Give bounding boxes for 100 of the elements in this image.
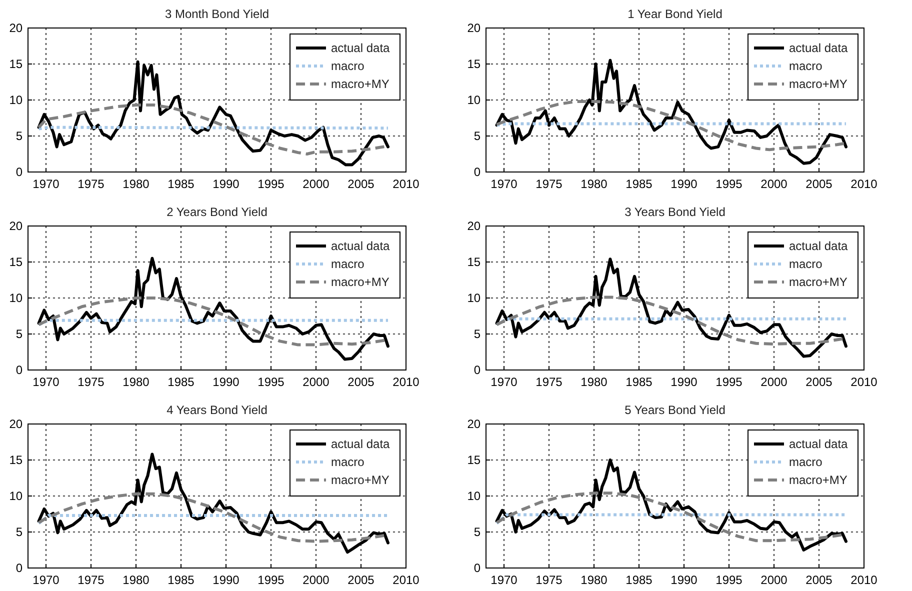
y-tick-label: 20 (9, 20, 23, 35)
y-tick-label: 5 (474, 128, 481, 143)
legend-label: actual data (789, 41, 848, 55)
x-tick-label: 2005 (806, 375, 833, 390)
legend-label: macro (331, 455, 365, 469)
x-tick-label: 2000 (760, 573, 788, 588)
y-tick-label: 5 (16, 524, 23, 539)
x-tick-label: 1970 (32, 375, 60, 390)
y-tick-label: 0 (16, 164, 23, 179)
y-tick-label: 0 (474, 560, 481, 575)
x-tick-label: 1990 (212, 375, 240, 390)
y-tick-label: 20 (467, 416, 481, 431)
x-tick-label: 2000 (760, 177, 788, 192)
x-tick-label: 1980 (122, 177, 150, 192)
y-tick-label: 5 (16, 128, 23, 143)
x-tick-label: 1980 (580, 177, 608, 192)
x-tick-label: 2010 (392, 573, 420, 588)
legend-label: actual data (789, 437, 848, 451)
y-tick-label: 20 (9, 416, 23, 431)
x-tick-label: 1995 (258, 375, 285, 390)
y-tick-label: 20 (9, 218, 23, 233)
legend-label: actual data (331, 239, 390, 253)
y-tick-label: 10 (9, 92, 23, 107)
legend-label: macro+MY (789, 473, 848, 487)
legend-label: actual data (331, 437, 390, 451)
x-tick-label: 2010 (850, 375, 878, 390)
x-tick-label: 1975 (78, 375, 105, 390)
x-tick-label: 1970 (490, 375, 518, 390)
x-tick-label: 2000 (760, 375, 788, 390)
x-tick-label: 1985 (626, 177, 653, 192)
x-tick-label: 1985 (626, 375, 653, 390)
x-tick-label: 2005 (348, 375, 375, 390)
x-tick-label: 1990 (212, 177, 240, 192)
x-tick-label: 1995 (258, 177, 285, 192)
x-tick-label: 1975 (78, 573, 105, 588)
legend-label: macro+MY (789, 275, 848, 289)
x-tick-label: 1970 (32, 573, 60, 588)
chart-title: 3 Years Bond Yield (624, 205, 726, 219)
y-tick-label: 10 (467, 290, 481, 305)
y-tick-label: 15 (9, 254, 23, 269)
y-tick-label: 15 (9, 56, 23, 71)
y-tick-label: 15 (467, 254, 481, 269)
x-tick-label: 2010 (850, 573, 878, 588)
y-tick-label: 0 (474, 164, 481, 179)
x-tick-label: 1980 (122, 375, 150, 390)
x-tick-label: 1995 (716, 573, 743, 588)
y-tick-label: 10 (9, 488, 23, 503)
y-tick-label: 10 (9, 290, 23, 305)
y-tick-label: 5 (474, 326, 481, 341)
y-tick-label: 0 (16, 362, 23, 377)
x-tick-label: 2000 (302, 375, 330, 390)
y-tick-label: 20 (467, 20, 481, 35)
x-tick-label: 1980 (122, 573, 150, 588)
legend-label: macro (789, 455, 823, 469)
x-tick-label: 2010 (392, 375, 420, 390)
chart-title: 3 Month Bond Yield (164, 7, 270, 21)
x-tick-label: 2010 (850, 177, 878, 192)
legend-label: macro+MY (331, 473, 390, 487)
x-tick-label: 2010 (392, 177, 420, 192)
y-tick-label: 10 (467, 92, 481, 107)
x-tick-label: 1990 (670, 375, 698, 390)
chart-title: 2 Years Bond Yield (166, 205, 268, 219)
x-tick-label: 1975 (536, 177, 563, 192)
legend-label: macro (331, 59, 365, 73)
legend-label: macro (331, 257, 365, 271)
x-tick-label: 1980 (580, 573, 608, 588)
x-tick-label: 2005 (806, 573, 833, 588)
chart-title: 4 Years Bond Yield (166, 403, 268, 417)
legend-label: macro+MY (789, 77, 848, 91)
y-tick-label: 15 (9, 452, 23, 467)
chart-title: 5 Years Bond Yield (624, 403, 726, 417)
y-tick-label: 15 (467, 56, 481, 71)
x-tick-label: 1975 (78, 177, 105, 192)
x-tick-label: 1970 (32, 177, 60, 192)
legend-label: actual data (331, 41, 390, 55)
y-tick-label: 0 (16, 560, 23, 575)
x-tick-label: 1985 (168, 177, 195, 192)
legend-label: macro+MY (331, 275, 390, 289)
legend-label: macro+MY (331, 77, 390, 91)
legend-label: macro (789, 59, 823, 73)
x-tick-label: 1995 (716, 375, 743, 390)
x-tick-label: 1975 (536, 573, 563, 588)
chart-title: 1 Year Bond Yield (628, 7, 722, 21)
y-tick-label: 10 (467, 488, 481, 503)
x-tick-label: 2000 (302, 573, 330, 588)
x-tick-label: 1985 (168, 375, 195, 390)
x-tick-label: 2005 (348, 573, 375, 588)
legend-label: macro (789, 257, 823, 271)
x-tick-label: 1985 (168, 573, 195, 588)
y-tick-label: 5 (16, 326, 23, 341)
legend-label: actual data (789, 239, 848, 253)
x-tick-label: 2000 (302, 177, 330, 192)
x-tick-label: 2005 (806, 177, 833, 192)
x-tick-label: 1990 (212, 573, 240, 588)
x-tick-label: 1970 (490, 177, 518, 192)
y-tick-label: 5 (474, 524, 481, 539)
x-tick-label: 1995 (716, 177, 743, 192)
x-tick-label: 1975 (536, 375, 563, 390)
x-tick-label: 1985 (626, 573, 653, 588)
x-tick-label: 1990 (670, 177, 698, 192)
